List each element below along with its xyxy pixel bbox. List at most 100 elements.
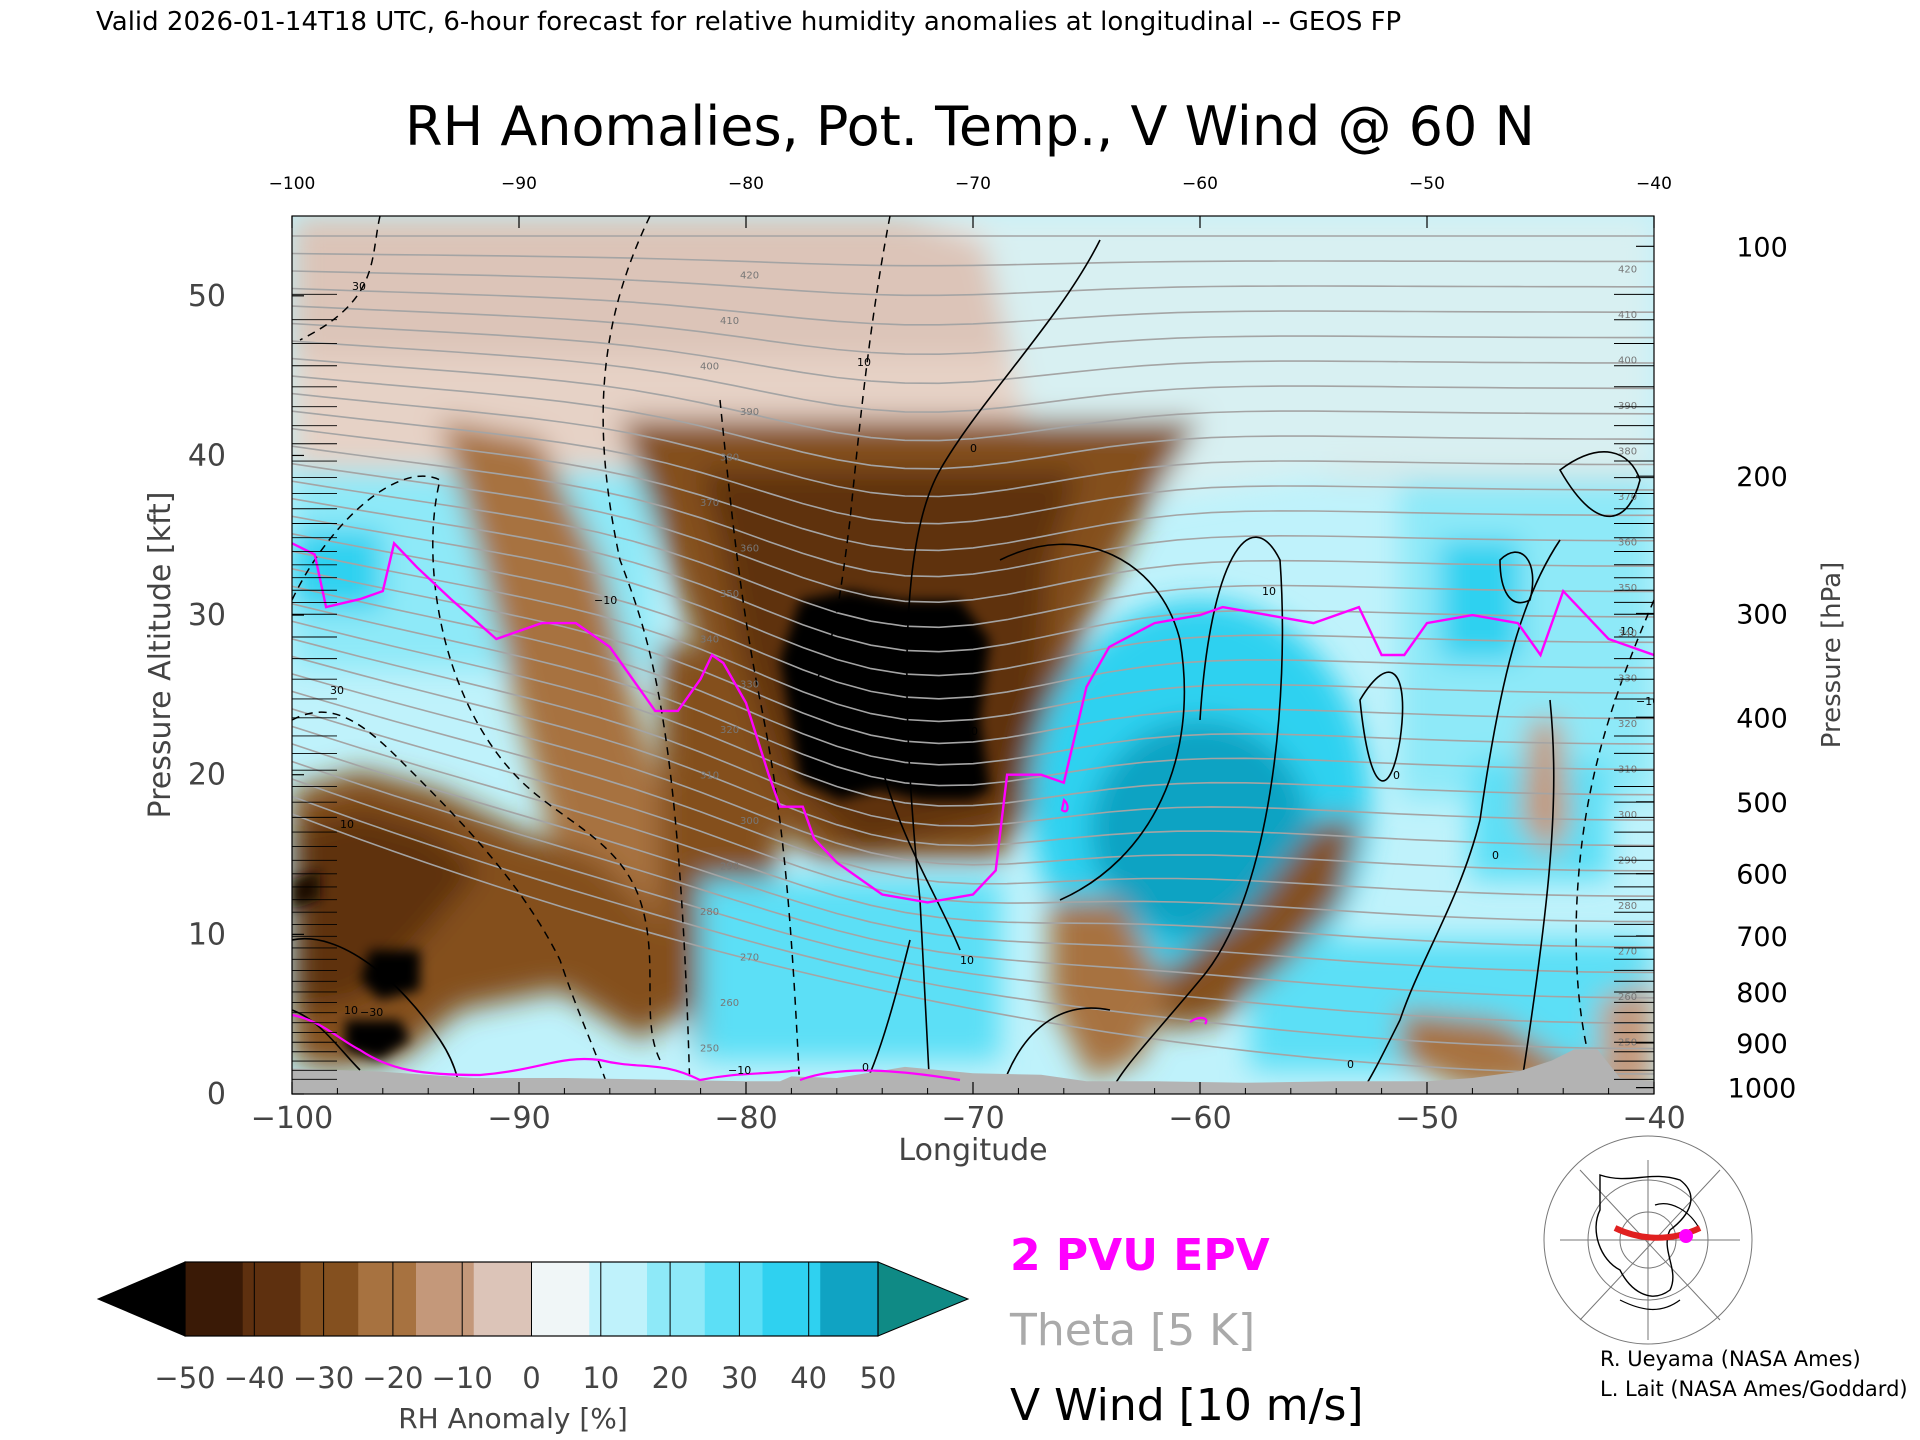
theta-label-right: 290 (1618, 856, 1637, 867)
legend-item-theta: Theta [5 K] (1009, 1305, 1255, 1356)
vwind-labels: 30 30 10 10 10 10 10 0 0 0 0 0 10 10 −10 −10 −30 −10 (330, 280, 1659, 1077)
colorbar-swatch (416, 1262, 475, 1336)
x-tick-label-top: −100 (269, 174, 316, 194)
vwind-label: 30 (352, 280, 366, 293)
theta-contour (292, 673, 1654, 872)
colorbar-tick-label: 50 (860, 1361, 897, 1395)
vwind-label: 10 (344, 1004, 358, 1017)
chart-title: RH Anomalies, Pot. Temp., V Wind @ 60 N (405, 95, 1535, 158)
pressure-tick-label: 800 (1736, 978, 1788, 1009)
x-tick-label-top: −90 (501, 174, 537, 194)
theta-contour (292, 533, 1654, 700)
theta-contour (292, 515, 1654, 677)
plot-area: 30 30 10 10 10 10 10 0 0 0 0 0 10 10 −10 −10 −30 −10 250 2… (292, 216, 1659, 1094)
vwind-label: 10 (857, 356, 871, 369)
theta-contour (292, 743, 1654, 974)
pressure-tick-label: 200 (1736, 462, 1788, 493)
theta-label: 410 (720, 316, 739, 327)
theta-label-right: 260 (1618, 992, 1637, 1003)
theta-contour (292, 690, 1654, 898)
pressure-tick-label: 100 (1736, 232, 1788, 263)
x-tick-label-top: −60 (1182, 174, 1218, 194)
colorbar-swatch (242, 1262, 301, 1336)
page-header: Valid 2026-01-14T18 UTC, 6-hour forecast… (96, 7, 1401, 37)
x-tick-label: −90 (487, 1101, 550, 1136)
y-tick-label: 30 (188, 598, 226, 633)
theta-contour (292, 497, 1654, 653)
colorbar-swatch (820, 1262, 879, 1336)
pressure-tick-label: 300 (1736, 599, 1788, 630)
theta-contour (292, 795, 1654, 1050)
theta-contour (292, 427, 1654, 552)
theta-label: 300 (740, 816, 759, 827)
theta-contour (292, 392, 1654, 498)
corner-map (1543, 1135, 1753, 1345)
theta-label-right: 380 (1618, 447, 1637, 458)
pressure-tick-label: 900 (1736, 1029, 1788, 1060)
theta-label-right: 300 (1618, 810, 1637, 821)
pressure-tick-label: 700 (1736, 922, 1788, 953)
colorbar-tick-label: −10 (432, 1361, 493, 1395)
credit-1: R. Ueyama (NASA Ames) (1600, 1347, 1861, 1371)
legend-item-vwind: V Wind [10 m/s] (1010, 1380, 1364, 1431)
theta-contour (292, 270, 1654, 297)
theta-label: 270 (740, 952, 759, 963)
legend: 2 PVU EPV Theta [5 K] V Wind [10 m/s] (1009, 1230, 1364, 1431)
pressure-tick-label: 400 (1736, 703, 1788, 734)
theta-contour (292, 638, 1654, 827)
theta-contour (292, 480, 1654, 629)
colorbar-swatch (358, 1262, 417, 1336)
vwind-label: 10 (1262, 585, 1276, 598)
y-axis: 0 10 20 30 40 50 (188, 279, 304, 1112)
theta-label: 340 (700, 634, 719, 645)
theta-label: 330 (740, 680, 759, 691)
theta-label-right: 250 (1618, 1037, 1637, 1048)
theta-label-right: 360 (1618, 537, 1637, 548)
colorbar-arrow-low (96, 1261, 186, 1337)
vwind-label: −10 (1636, 695, 1659, 708)
theta-label: 390 (740, 407, 759, 418)
pressure-tick-label: 500 (1736, 788, 1788, 819)
colorbar-tick-label: −20 (362, 1361, 423, 1395)
vwind-label: 0 (1347, 1058, 1354, 1071)
colorbar-tick-label: 10 (582, 1361, 619, 1395)
theta-contour (292, 410, 1654, 525)
theta-label: 320 (720, 725, 739, 736)
y-axis-label: Pressure Altitude [kft] (143, 492, 178, 819)
colorbar-tick-label: 0 (522, 1361, 540, 1395)
theta-label-right: 410 (1618, 310, 1637, 321)
theta-contour (292, 568, 1654, 745)
colorbar-swatch (704, 1262, 763, 1336)
theta-contour (292, 708, 1654, 923)
theta-label: 310 (700, 771, 719, 782)
y-tick-label: 40 (188, 438, 226, 473)
theta-label-right: 350 (1618, 583, 1637, 594)
theta-label: 360 (740, 543, 759, 554)
y-tick-label: 20 (188, 758, 226, 793)
theta-contour (292, 620, 1654, 807)
x-axis-label: Longitude (898, 1133, 1047, 1168)
theta-contour (292, 760, 1654, 999)
theta-label: 380 (720, 453, 739, 464)
colorbar-tick-label: −40 (224, 1361, 285, 1395)
y-tick-label: 0 (207, 1077, 226, 1112)
theta-label: 250 (700, 1043, 719, 1054)
pv-2pvu-line (292, 540, 1654, 904)
vwind-label: 0 (862, 1061, 869, 1074)
x-tick-label: −40 (1622, 1101, 1685, 1136)
theta-contour (292, 550, 1654, 723)
theta-contour (292, 813, 1654, 1075)
theta-contour (292, 322, 1654, 385)
theta-label-right: 320 (1618, 719, 1637, 730)
colorbar-swatch (300, 1262, 359, 1336)
vwind-negative-contours (292, 216, 1654, 1094)
x-tick-label-top: −70 (955, 174, 991, 194)
x-tick-label: −100 (251, 1101, 333, 1136)
colorbar: −50 −40 −30 −20 −10 0 10 20 30 40 50 (96, 1261, 970, 1395)
theta-label: 350 (720, 589, 739, 600)
colorbar-swatch (647, 1262, 706, 1336)
vwind-label: 10 (960, 954, 974, 967)
x-tick-label: −70 (941, 1101, 1004, 1136)
vwind-label: 0 (970, 442, 977, 455)
